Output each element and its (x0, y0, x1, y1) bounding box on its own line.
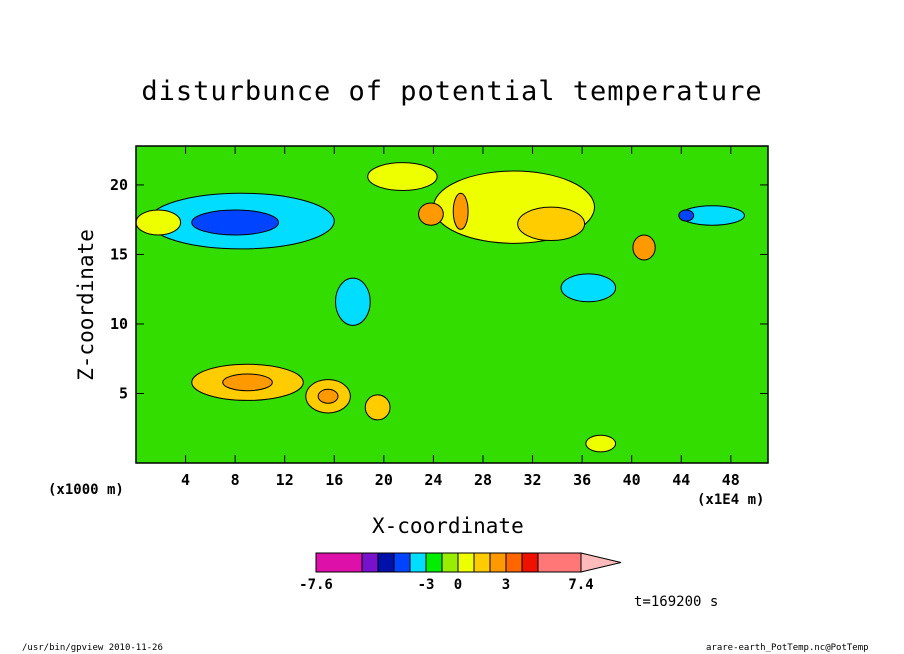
y-tick-label: 15 (110, 245, 128, 263)
colorbar-swatch (425, 552, 443, 573)
colorbar-extend-arrow (580, 552, 622, 573)
colorbar-swatch (393, 552, 411, 573)
x-tick-label: 32 (524, 471, 542, 489)
colorbar-swatch (409, 552, 427, 573)
x-tick-label: 12 (276, 471, 294, 489)
x-tick-label: 24 (424, 471, 442, 489)
colorbar-swatch (315, 552, 363, 573)
time-label: t=169200 s (634, 594, 719, 610)
x-tick-label: 36 (573, 471, 591, 489)
contour-region (364, 394, 391, 421)
colorbar-tick-label: 7.4 (568, 577, 593, 593)
colorbar-swatch (505, 552, 523, 573)
colorbar-swatch (457, 552, 475, 573)
x-tick-label: 4 (181, 471, 190, 489)
colorbar-tick-label: 0 (454, 577, 462, 593)
x-axis-unit-left: (x1000 m) (48, 482, 124, 498)
contour-region (317, 388, 339, 404)
contour-region (191, 209, 280, 236)
contour-region (452, 192, 469, 230)
contour-region (367, 162, 438, 191)
x-axis-unit-right: (x1E4 m) (697, 492, 765, 508)
x-tick-label: 40 (623, 471, 641, 489)
chart-title: disturbunce of potential temperature (141, 76, 763, 107)
colorbar-tick-label: 3 (502, 577, 510, 593)
x-axis-label: X-coordinate (372, 514, 524, 538)
contour-region (335, 277, 371, 326)
x-tick-label: 8 (231, 471, 240, 489)
colorbar-tick-label: -3 (418, 577, 435, 593)
plot-frame (135, 145, 769, 464)
y-tick-label: 5 (119, 384, 128, 402)
colorbar-swatch (521, 552, 539, 573)
colorbar-swatch (361, 552, 379, 573)
y-tick-label: 20 (110, 176, 128, 194)
x-tick-label: 20 (375, 471, 393, 489)
x-tick-label: 48 (722, 471, 740, 489)
contour-region (585, 434, 617, 453)
contour-region (560, 273, 617, 303)
x-tick-label: 44 (672, 471, 690, 489)
contour-region (517, 206, 586, 242)
y-tick-label: 10 (110, 315, 128, 333)
contour-region (632, 234, 656, 261)
colorbar-swatch (473, 552, 491, 573)
colorbar-tick-label: -7.6 (299, 577, 333, 593)
contour-region (418, 202, 444, 226)
footer-source-file: arare-earth_PotTemp.nc@PotTemp (706, 643, 869, 653)
colorbar-swatch (537, 552, 582, 573)
colorbar-swatch (377, 552, 395, 573)
footer-program-date: /usr/bin/gpview 2010-11-26 (22, 643, 163, 653)
colorbar-swatch (489, 552, 507, 573)
x-tick-label: 28 (474, 471, 492, 489)
x-tick-label: 16 (325, 471, 343, 489)
colorbar-swatch (441, 552, 459, 573)
contour-region (222, 373, 273, 392)
contour-region (678, 209, 695, 222)
contour-region (136, 209, 182, 236)
